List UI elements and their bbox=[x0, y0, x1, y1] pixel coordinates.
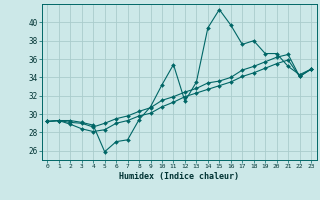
X-axis label: Humidex (Indice chaleur): Humidex (Indice chaleur) bbox=[119, 172, 239, 181]
